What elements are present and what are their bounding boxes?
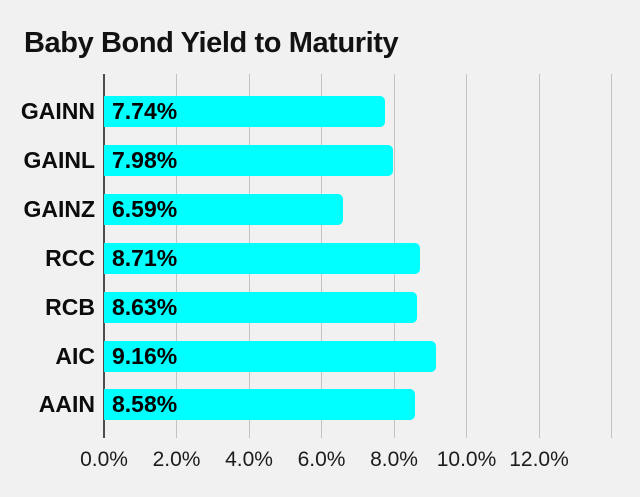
value-label-aic: 9.16% <box>112 343 178 369</box>
bar-rcb: 8.63% <box>104 292 417 323</box>
value-label-gainl: 7.98% <box>112 147 178 173</box>
value-label-gainz: 6.59% <box>112 196 178 222</box>
bar-aain: 8.58% <box>104 389 415 420</box>
x-tick-label-2: 2.0% <box>152 448 201 471</box>
x-tick-label-10: 10.0% <box>436 448 497 471</box>
x-gridline <box>538 74 540 438</box>
y-axis-line <box>102 74 105 438</box>
x-tick-label-12: 12.0% <box>509 448 569 471</box>
value-label-aain: 8.58% <box>112 391 178 417</box>
category-label-rcb: RCB <box>45 294 95 320</box>
x-tick-label-6: 6.0% <box>297 448 346 471</box>
x-tick-label-4: 4.0% <box>225 448 273 471</box>
bar-gainl: 7.98% <box>104 145 393 176</box>
bar-gainz: 6.59% <box>104 194 343 225</box>
category-label-aain: AAIN <box>38 391 95 417</box>
value-label-rcb: 8.63% <box>112 294 178 320</box>
x-tick-label-0: 0.0% <box>80 448 128 471</box>
category-label-aic: AIC <box>55 343 95 369</box>
category-label-rcc: RCC <box>45 245 95 271</box>
category-label-gainz: GAINZ <box>23 196 95 222</box>
x-gridline <box>611 74 612 438</box>
x-tick-label-8: 8.0% <box>370 448 418 471</box>
value-label-gainn: 7.74% <box>112 98 178 124</box>
bar-rcc: 8.71% <box>104 243 420 274</box>
category-label-gainn: GAINN <box>20 98 95 124</box>
chart-title: Baby Bond Yield to Maturity <box>24 27 399 59</box>
value-label-rcc: 8.71% <box>112 245 178 271</box>
category-label-gainl: GAINL <box>23 147 95 173</box>
x-gridline <box>466 74 467 438</box>
bar-aic: 9.16% <box>104 341 436 372</box>
bar-gainn: 7.74% <box>104 96 385 127</box>
